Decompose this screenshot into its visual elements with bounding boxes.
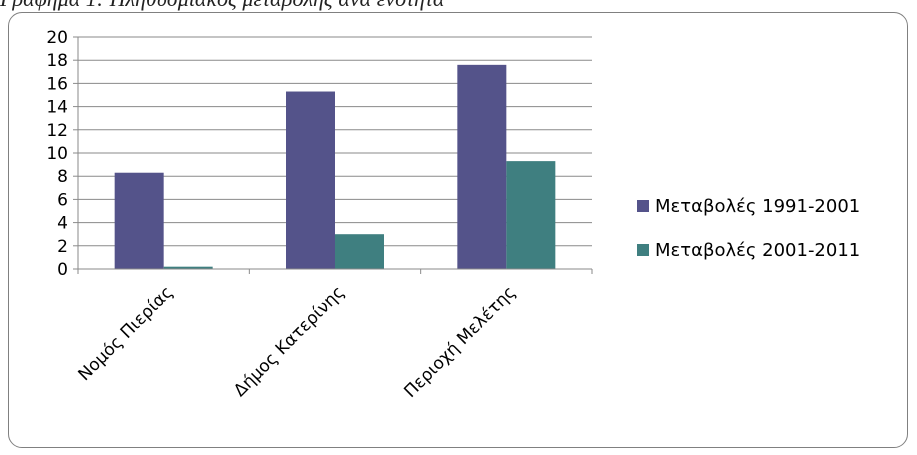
legend-label: Μεταβολές 2001-2011 [655, 240, 860, 261]
figure-caption: Γράφημα 1: Πληθυσμιακός μεταβολής ανά εν… [0, 0, 917, 16]
y-tick-label: 10 [46, 144, 68, 164]
bar [457, 64, 507, 269]
bars [114, 64, 556, 270]
legend: Μεταβολές 1991-2001 Μεταβολές 2001-2011 [637, 196, 860, 261]
bar [335, 234, 384, 269]
legend-swatch [637, 244, 649, 256]
y-tick-label: 14 [46, 98, 68, 118]
y-tick-labels: 0 2 4 6 8 10 12 14 16 18 20 [46, 28, 68, 280]
bar [114, 172, 164, 269]
y-tick-label: 4 [57, 214, 68, 234]
y-tick-label: 18 [46, 51, 68, 71]
x-category-labels: Νομός Πιερίας Δήμος Κατερίνης Περιοχή Μελέ… [75, 282, 520, 402]
legend-swatch [637, 200, 649, 212]
legend-label: Μεταβολές 1991-2001 [655, 196, 860, 217]
x-category-label: Νομός Πιερίας [75, 282, 178, 385]
bar [286, 91, 335, 270]
y-tick-label: 8 [57, 167, 68, 187]
bar [163, 266, 213, 269]
axes [73, 36, 593, 274]
x-category-label: Δήμος Κατερίνης [230, 282, 348, 400]
y-tick-label: 16 [46, 74, 68, 94]
x-category-label: Περιοχή Μελέτης [400, 282, 520, 402]
y-tick-label: 12 [46, 121, 68, 141]
y-tick-label: 20 [46, 28, 68, 48]
y-tick-label: 0 [57, 260, 68, 280]
y-tick-label: 2 [57, 237, 68, 257]
y-tick-label: 6 [57, 190, 68, 210]
bar [506, 161, 556, 269]
